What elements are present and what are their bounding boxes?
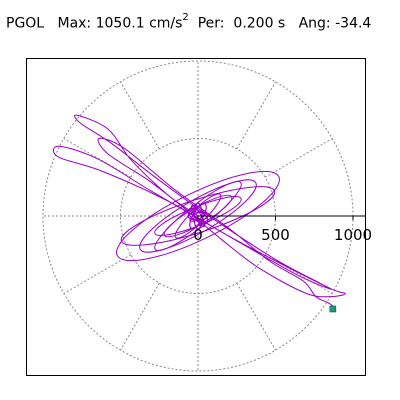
orbit-center-6 bbox=[189, 203, 207, 229]
grid-spoke-210 bbox=[63, 254, 132, 294]
peak-marker-layer bbox=[329, 305, 337, 313]
angle-label: Ang: bbox=[298, 15, 331, 32]
max-label: Max: bbox=[57, 15, 92, 32]
station-code: PGOL bbox=[6, 15, 45, 32]
grid-spoke-120 bbox=[120, 81, 160, 150]
orbit-loop-1 bbox=[116, 170, 280, 262]
grid-spoke-300 bbox=[236, 282, 276, 351]
orbit-path bbox=[52, 114, 346, 310]
grid-spoke-150 bbox=[63, 138, 132, 178]
peak-marker bbox=[329, 305, 337, 313]
angle-value: -34.4 bbox=[335, 15, 372, 32]
grid-spoke-240 bbox=[120, 282, 160, 351]
tick-label-0: 0 bbox=[193, 226, 203, 244]
orbit-center-3 bbox=[187, 208, 209, 224]
chart-title: PGOL Max: 1050.1 cm/s2 Per: 0.200 s Ang:… bbox=[6, 12, 372, 36]
tick-labels: 0 500 1000 bbox=[193, 226, 372, 244]
units-base: cm/s bbox=[149, 15, 183, 32]
orbit-trace bbox=[52, 114, 346, 310]
grid-spoke-30 bbox=[264, 138, 333, 178]
tick-label-500: 500 bbox=[261, 226, 290, 244]
units-exponent: 2 bbox=[182, 12, 189, 23]
grid-spoke-60 bbox=[236, 81, 276, 150]
orbit-loop-3 bbox=[139, 179, 257, 253]
radial-axis bbox=[197, 215, 366, 220]
period-value: 0.200 s bbox=[233, 15, 286, 32]
tick-label-1000: 1000 bbox=[334, 226, 372, 244]
orbit-center-4 bbox=[190, 204, 206, 228]
max-value: 1050.1 bbox=[95, 15, 145, 32]
period-label: Per: bbox=[197, 15, 225, 32]
